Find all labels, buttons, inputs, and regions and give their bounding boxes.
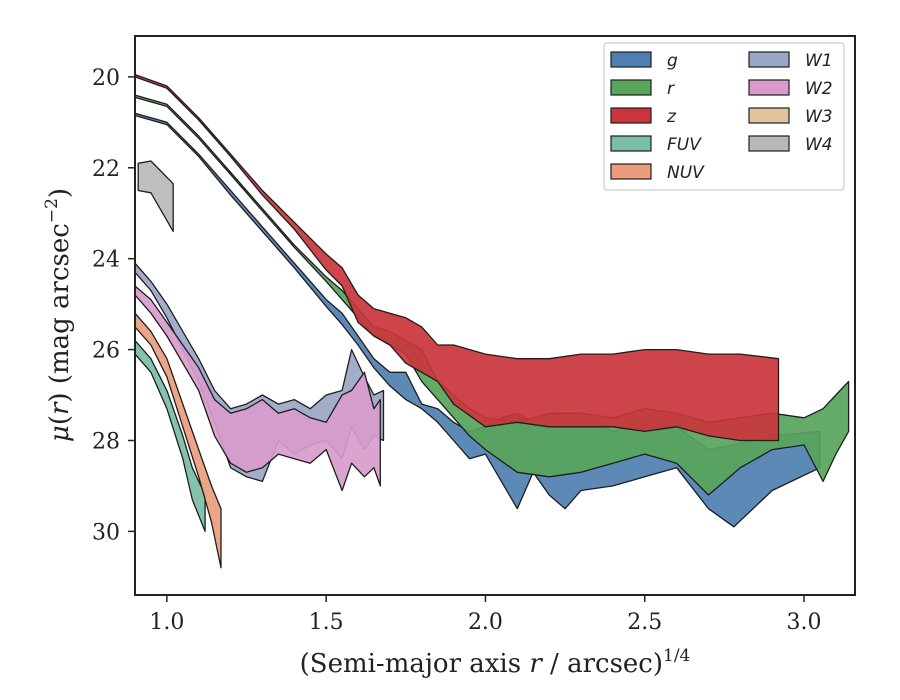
legend-label-w2: W2 bbox=[805, 79, 833, 99]
y-tick-label: 28 bbox=[92, 429, 120, 454]
legend-swatch-g bbox=[610, 51, 652, 68]
x-axis-ticks: 1.0 1.5 2.0 2.5 3.0 bbox=[149, 595, 822, 635]
band-fuv bbox=[134, 339, 206, 533]
x-tick-label: 2.0 bbox=[468, 610, 503, 635]
band-w4 bbox=[137, 160, 174, 233]
y-tick-label: 30 bbox=[92, 520, 120, 545]
legend-swatch-w2 bbox=[748, 79, 790, 96]
x-tick-label: 3.0 bbox=[787, 610, 822, 635]
legend-swatch-z bbox=[610, 107, 652, 124]
y-tick-label: 20 bbox=[92, 66, 120, 91]
legend-swatch-nuv bbox=[610, 163, 652, 180]
x-tick-label: 2.5 bbox=[627, 610, 662, 635]
x-tick-label: 1.0 bbox=[149, 610, 184, 635]
legend-swatch-w3 bbox=[748, 107, 790, 124]
plot-frame bbox=[134, 35, 856, 596]
legend-label-w4: W4 bbox=[805, 135, 833, 155]
legend-swatch-w4 bbox=[748, 135, 790, 152]
legend-label-r: r bbox=[667, 79, 675, 99]
legend-label-w3: W3 bbox=[805, 107, 833, 127]
legend-label-g: g bbox=[667, 51, 678, 71]
y-axis-ticks: 20 22 24 26 28 30 bbox=[92, 66, 135, 545]
legend-label-nuv: NUV bbox=[667, 163, 705, 183]
x-axis-title: (Semi-major axis r / arcsec)1/4 bbox=[300, 646, 691, 679]
legend-swatch-fuv bbox=[610, 135, 652, 152]
y-axis-title: μ(r) (mag arcsec−2) bbox=[42, 188, 75, 442]
band-z bbox=[134, 73, 780, 442]
band-nuv bbox=[134, 312, 222, 569]
y-tick-label: 26 bbox=[92, 339, 120, 364]
legend-swatch-r bbox=[610, 79, 652, 96]
profile-bands bbox=[134, 73, 850, 569]
x-tick-label: 1.5 bbox=[309, 610, 344, 635]
y-tick-label: 22 bbox=[92, 157, 120, 182]
legend-swatch-w1 bbox=[748, 51, 790, 68]
legend-label-z: z bbox=[666, 107, 677, 127]
band-w2 bbox=[134, 285, 381, 492]
legend: grz FUV NUV W1 W2 W3 W4 bbox=[603, 42, 845, 191]
legend-label-fuv: FUV bbox=[667, 135, 702, 155]
y-tick-label: 24 bbox=[92, 248, 120, 273]
legend-label-w1: W1 bbox=[805, 51, 833, 71]
